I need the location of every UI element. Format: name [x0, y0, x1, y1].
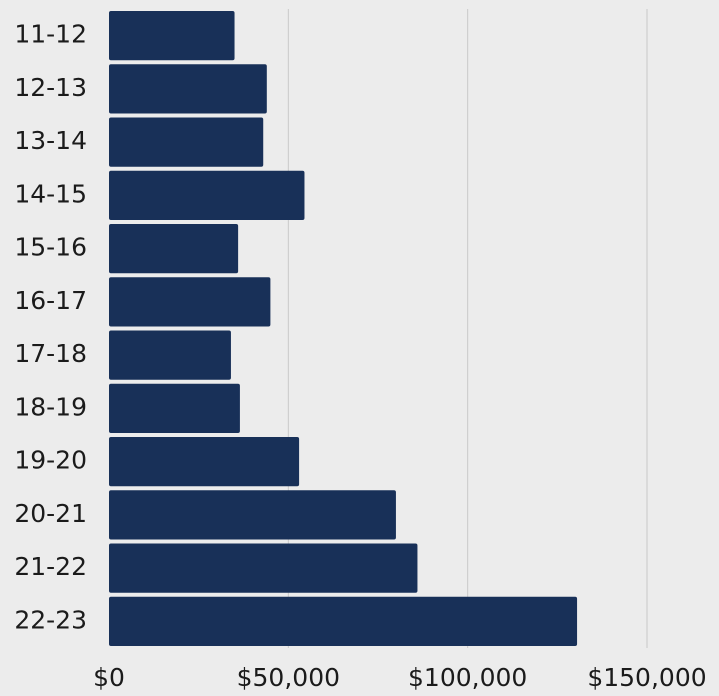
y-tick-label-18-19: 18-19	[14, 392, 87, 421]
y-tick-label-12-13: 12-13	[14, 73, 87, 102]
y-tick-label-13-14: 13-14	[14, 126, 87, 155]
y-tick-label-16-17: 16-17	[14, 286, 87, 315]
bar-19-20	[109, 437, 300, 487]
y-tick-label-22-23: 22-23	[14, 605, 87, 634]
bar-15-16	[109, 224, 239, 274]
bar-18-19	[109, 383, 240, 433]
y-tick-label-19-20: 19-20	[14, 446, 87, 475]
bar-12-13	[109, 64, 267, 114]
bar-16-17	[109, 277, 271, 327]
y-tick-label-14-15: 14-15	[14, 179, 87, 208]
y-tick-label-17-18: 17-18	[14, 339, 87, 368]
bar-21-22	[109, 543, 418, 593]
x-tick-label-1: $50,000	[237, 663, 340, 692]
y-axis-labels: 11-12 12-13 13-14 14-15 15-16 16-17 17-18 18-19…	[14, 20, 87, 635]
y-tick-label-15-16: 15-16	[14, 233, 87, 262]
bar-14-15	[109, 170, 305, 220]
y-tick-label-21-22: 21-22	[14, 552, 87, 581]
y-tick-label-20-21: 20-21	[14, 499, 87, 528]
bar-20-21	[109, 490, 396, 540]
bar-11-12	[109, 11, 235, 61]
bar-13-14	[109, 117, 264, 167]
bars-layer	[109, 11, 578, 646]
bar-17-18	[109, 330, 231, 380]
x-tick-label-2: $100,000	[408, 663, 527, 692]
y-tick-label-11-12: 11-12	[14, 20, 87, 49]
x-tick-label-0: $0	[93, 663, 125, 692]
x-tick-label-3: $150,000	[587, 663, 706, 692]
x-axis-labels: $0 $50,000 $100,000 $150,000	[93, 663, 707, 692]
bar-22-23	[109, 596, 578, 646]
grid-layer	[287, 9, 648, 648]
